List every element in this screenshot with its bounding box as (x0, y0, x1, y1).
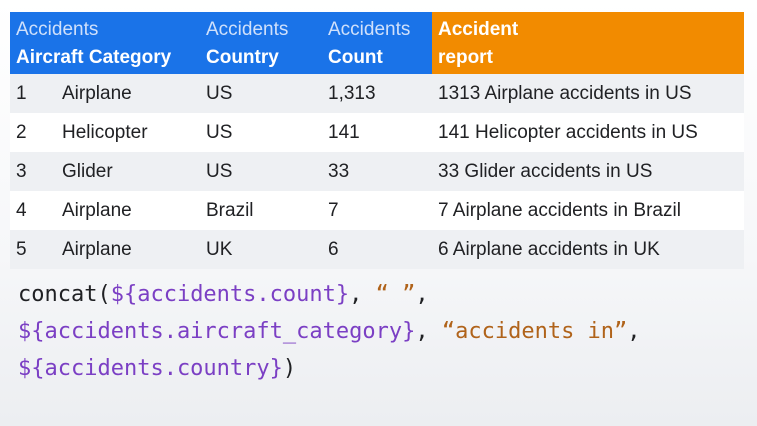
table-row: 1 Airplane US 1,313 1313 Airplane accide… (10, 74, 744, 113)
code-comma: , (415, 282, 429, 307)
row-count: 1,313 (328, 82, 376, 104)
row-category: Glider (62, 160, 113, 182)
row-report: 141 Helicopter accidents in US (438, 121, 698, 143)
header-accident-report: Accident report (432, 12, 744, 74)
row-category: Airplane (62, 238, 132, 260)
header-label-line1: Accidents (206, 19, 289, 40)
row-number: 1 (16, 82, 27, 104)
row-count: 141 (328, 121, 360, 143)
row-country: UK (206, 238, 233, 260)
accidents-table: Accidents Aircraft Category Accidents Co… (10, 12, 744, 269)
row-number: 4 (16, 199, 27, 221)
row-count: 33 (328, 160, 350, 182)
table-row: 4 Airplane Brazil 7 7 Airplane accidents… (10, 191, 744, 230)
row-number: 5 (16, 238, 27, 260)
code-string-space: “ ” (375, 282, 416, 307)
header-label-line1: Accident (438, 19, 519, 40)
code-comma: , (627, 319, 641, 344)
row-category: Airplane (62, 82, 132, 104)
header-label-line2: Aircraft Category (16, 47, 172, 68)
header-label-line2: Count (328, 47, 383, 68)
code-variable-category: ${accidents.aircraft_category} (18, 319, 416, 344)
table-row: 2 Helicopter US 141 141 Helicopter accid… (10, 113, 744, 152)
table-header: Accidents Aircraft Category Accidents Co… (10, 12, 744, 74)
row-count: 6 (328, 238, 339, 260)
header-label-line1: Accidents (16, 19, 99, 40)
code-string-accidents-in: “accidents in” (441, 319, 628, 344)
row-report: 33 Glider accidents in US (438, 160, 653, 182)
row-number: 2 (16, 121, 27, 143)
code-close-paren: ) (282, 356, 297, 381)
code-separator: , (349, 282, 376, 307)
code-separator: , (415, 319, 442, 344)
code-function: concat( (18, 282, 111, 307)
row-country: US (206, 160, 233, 182)
row-country: US (206, 82, 233, 104)
header-label-line2: Country (206, 47, 279, 68)
header-label-line2: report (438, 47, 493, 68)
header-country: Accidents Country (200, 12, 322, 74)
row-category: Helicopter (62, 121, 148, 143)
row-report: 6 Airplane accidents in UK (438, 238, 660, 260)
row-count: 7 (328, 199, 339, 221)
row-report: 1313 Airplane accidents in US (438, 82, 692, 104)
concat-code-block: concat(${accidents.count}, “ ”, ${accide… (18, 276, 641, 387)
table-row: 3 Glider US 33 33 Glider accidents in US (10, 152, 744, 191)
row-category: Airplane (62, 199, 132, 221)
row-country: US (206, 121, 233, 143)
row-number: 3 (16, 160, 27, 182)
code-variable-count: ${accidents.count} (110, 282, 350, 307)
table-row: 5 Airplane UK 6 6 Airplane accidents in … (10, 230, 744, 269)
code-variable-country: ${accidents.country} (18, 356, 283, 381)
row-country: Brazil (206, 199, 254, 221)
header-label-line1: Accidents (328, 19, 411, 40)
row-report: 7 Airplane accidents in Brazil (438, 199, 681, 221)
header-aircraft-category: Accidents Aircraft Category (10, 12, 200, 74)
header-count: Accidents Count (322, 12, 432, 74)
